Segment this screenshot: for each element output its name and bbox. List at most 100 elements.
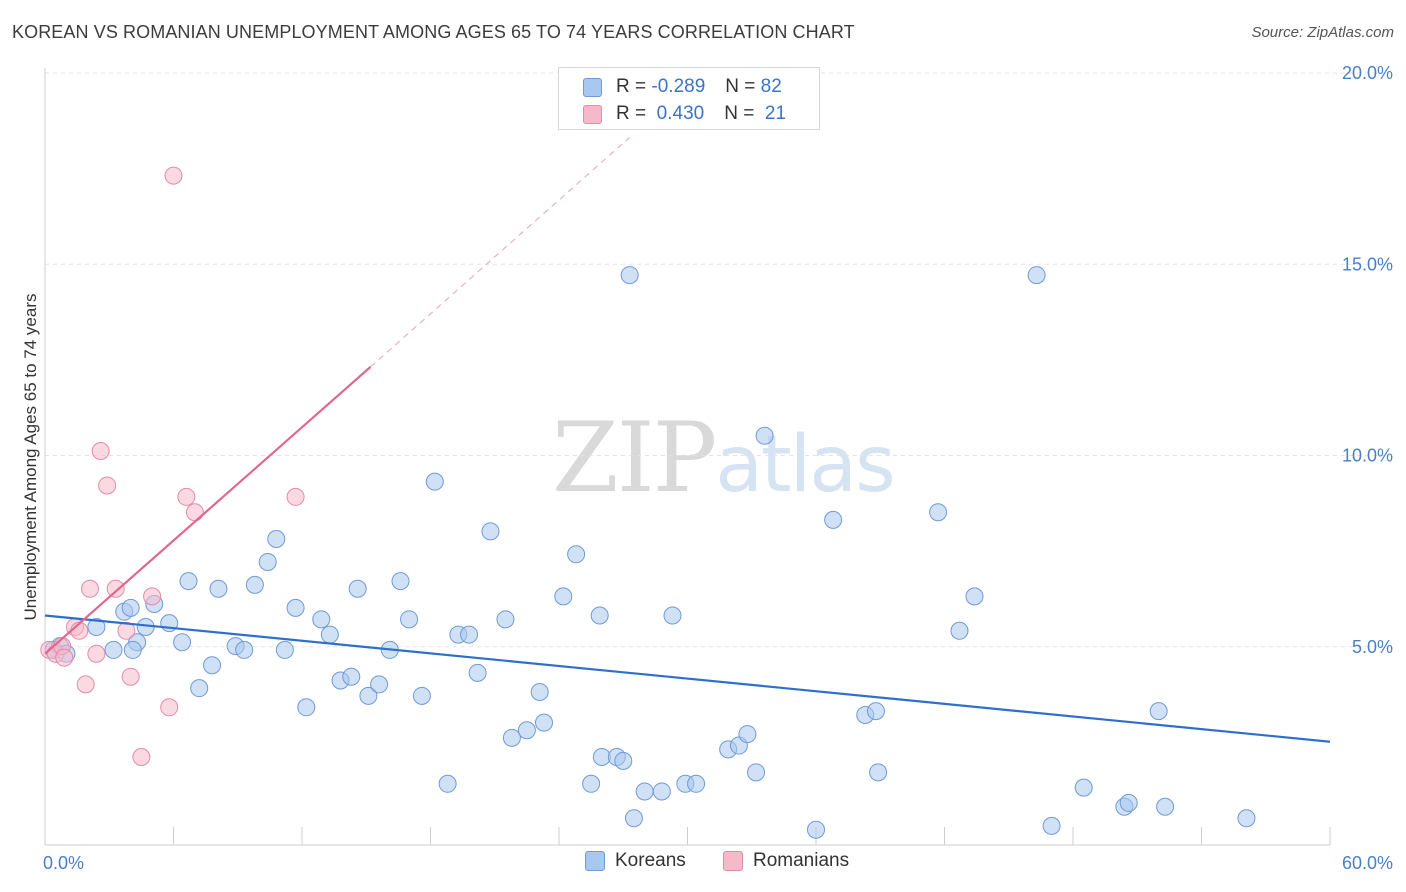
korean-point — [496, 610, 515, 629]
korean-point — [635, 782, 654, 801]
korean-point — [275, 640, 294, 659]
romanian-point — [87, 644, 106, 663]
korean-point — [235, 640, 254, 659]
legend-item-romanians[interactable]: Romanians — [723, 850, 849, 872]
bottom-legend: Koreans Romanians — [0, 850, 1406, 878]
korean-point — [530, 683, 549, 701]
korean-point — [747, 763, 766, 782]
korean-point — [652, 782, 671, 801]
romanian-point — [164, 166, 183, 185]
romanian-trend-extension — [370, 136, 631, 368]
romanian-point — [286, 487, 305, 506]
korean-point — [624, 809, 643, 828]
y-tick-label: 5.0% — [1352, 637, 1393, 657]
stats-n-label: N = — [724, 103, 755, 124]
korean-point — [258, 552, 277, 571]
y-tick-label: 15.0% — [1342, 254, 1393, 274]
korean-point — [87, 617, 106, 636]
stats-r-value: 0.430 — [651, 103, 705, 124]
korean-point — [866, 702, 885, 721]
legend-label-koreans: Koreans — [615, 850, 686, 871]
romanian-point — [80, 579, 99, 598]
romanian-point — [106, 579, 125, 598]
korean-point — [687, 774, 706, 793]
korean-point — [663, 606, 682, 625]
stats-legend: R = -0.289 N = 82 R = 0.430 N = 21 — [558, 67, 820, 130]
korean-point — [312, 610, 331, 629]
x-tick-label: 0.0% — [43, 853, 84, 873]
korean-point — [173, 633, 192, 652]
stats-row-romanians: R = 0.430 N = 21 — [583, 101, 786, 127]
romanian-point — [121, 667, 140, 686]
korean-point — [297, 698, 316, 717]
korean-point — [869, 763, 888, 782]
korean-point — [965, 587, 984, 606]
korean-point — [1119, 793, 1138, 812]
romanian-point — [117, 621, 136, 640]
korean-point — [468, 663, 487, 682]
korean-point — [190, 679, 209, 698]
source-label: Source: ZipAtlas.com — [1251, 24, 1394, 41]
korean-point — [286, 598, 305, 617]
romanian-point — [55, 648, 74, 667]
korean-point — [950, 621, 969, 640]
korean-point — [824, 510, 843, 529]
korean-point — [1237, 809, 1256, 828]
romanian-point — [76, 675, 95, 694]
korean-point — [179, 572, 198, 591]
stats-n-value: 21 — [764, 103, 787, 124]
legend-item-koreans[interactable]: Koreans — [585, 850, 686, 872]
korean-point — [391, 572, 410, 591]
korean-point — [245, 575, 264, 594]
korean-point — [400, 610, 419, 629]
korean-point — [535, 713, 554, 732]
korean-point — [1042, 816, 1061, 835]
korean-point — [1149, 702, 1168, 721]
korean-point — [929, 503, 948, 522]
korean-point — [481, 522, 500, 541]
korean-point — [104, 640, 123, 659]
korean-point — [412, 686, 431, 705]
romanian-point — [91, 442, 110, 461]
korean-point — [342, 667, 361, 686]
watermark-zip: ZIP — [552, 402, 717, 514]
stats-swatch-romanians — [583, 104, 602, 124]
korean-point — [438, 774, 457, 793]
korean-point — [121, 598, 140, 617]
korean-point — [370, 675, 389, 694]
y-axis-label: Unemployment Among Ages 65 to 74 years — [21, 294, 40, 621]
watermark-atlas: atlas — [715, 420, 895, 510]
korean-point — [582, 774, 601, 793]
korean-point — [807, 820, 825, 839]
korean-point — [460, 625, 479, 644]
korean-point — [614, 751, 633, 770]
korean-trend-line — [44, 614, 1331, 743]
stats-r-label: R = — [616, 76, 647, 97]
stats-swatch-koreans — [583, 77, 602, 97]
romanian-point — [143, 587, 162, 606]
watermark: ZIPatlas — [552, 402, 896, 514]
korean-point — [320, 625, 339, 644]
korean-point — [359, 686, 378, 705]
korean-point — [567, 545, 586, 564]
x-tick-label: 60.0% — [1342, 853, 1393, 873]
korean-point — [1027, 266, 1046, 285]
korean-point — [1074, 778, 1093, 797]
chart-title: KOREAN VS ROMANIAN UNEMPLOYMENT AMONG AG… — [12, 22, 855, 42]
korean-point — [1156, 797, 1175, 816]
legend-swatch-koreans — [585, 851, 605, 871]
romanian-point — [185, 503, 204, 522]
korean-point — [755, 426, 774, 445]
korean-point — [517, 721, 536, 740]
stats-row-koreans: R = -0.289 N = 82 — [583, 74, 782, 100]
korean-point — [590, 606, 609, 625]
korean-point — [348, 579, 367, 598]
romanian-point — [177, 487, 196, 506]
y-tick-label: 20.0% — [1342, 63, 1393, 83]
korean-point — [620, 266, 639, 285]
stats-n-value: 82 — [760, 76, 782, 97]
stats-n-label: N = — [725, 76, 756, 97]
korean-point — [209, 579, 228, 598]
korean-point — [738, 725, 757, 744]
